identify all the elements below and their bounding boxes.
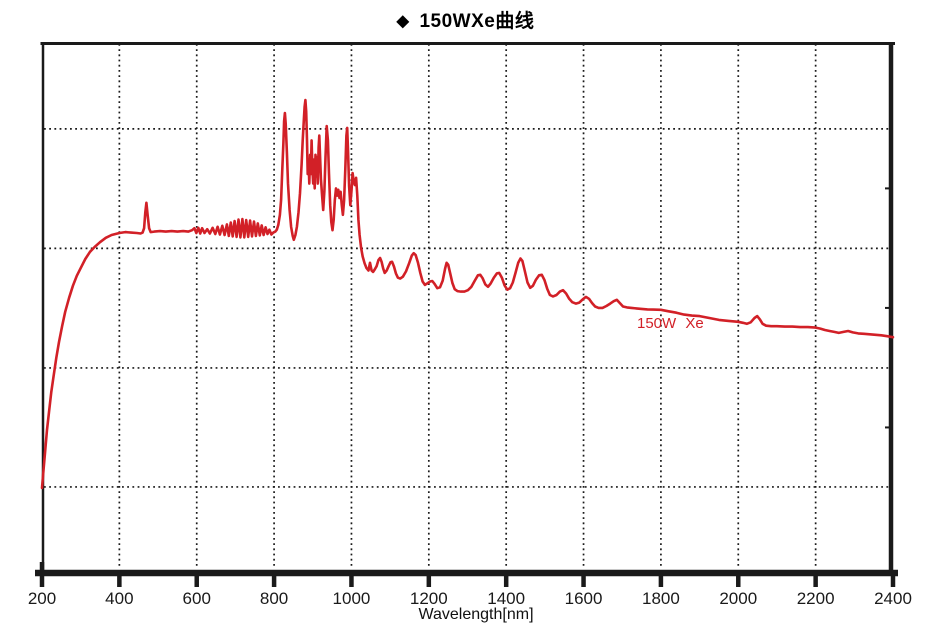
x-tick-label: 400 bbox=[105, 589, 133, 608]
x-tick-label: 1800 bbox=[642, 589, 680, 608]
x-tick-label: 1200 bbox=[410, 589, 448, 608]
spectral-curve bbox=[40, 98, 895, 490]
chart-title-text: 150WXe曲线 bbox=[419, 11, 535, 32]
x-tick-label: 2400 bbox=[874, 589, 912, 608]
x-tick-label: 2200 bbox=[797, 589, 835, 608]
x-axis-title: Wavelength[nm] bbox=[418, 606, 534, 623]
diamond-icon: ◆ bbox=[396, 13, 410, 30]
x-tick-label: 1600 bbox=[565, 589, 603, 608]
chart-title: ◆ 150WXe曲线 bbox=[0, 6, 931, 33]
x-tick-label: 1400 bbox=[487, 589, 525, 608]
x-tick-label: 1000 bbox=[333, 589, 371, 608]
series-label: 150W Xe bbox=[637, 315, 704, 332]
x-tick-label: 200 bbox=[28, 589, 56, 608]
x-tick-label: 800 bbox=[260, 589, 288, 608]
x-tick-label: 2000 bbox=[719, 589, 757, 608]
x-tick-label: 600 bbox=[183, 589, 211, 608]
